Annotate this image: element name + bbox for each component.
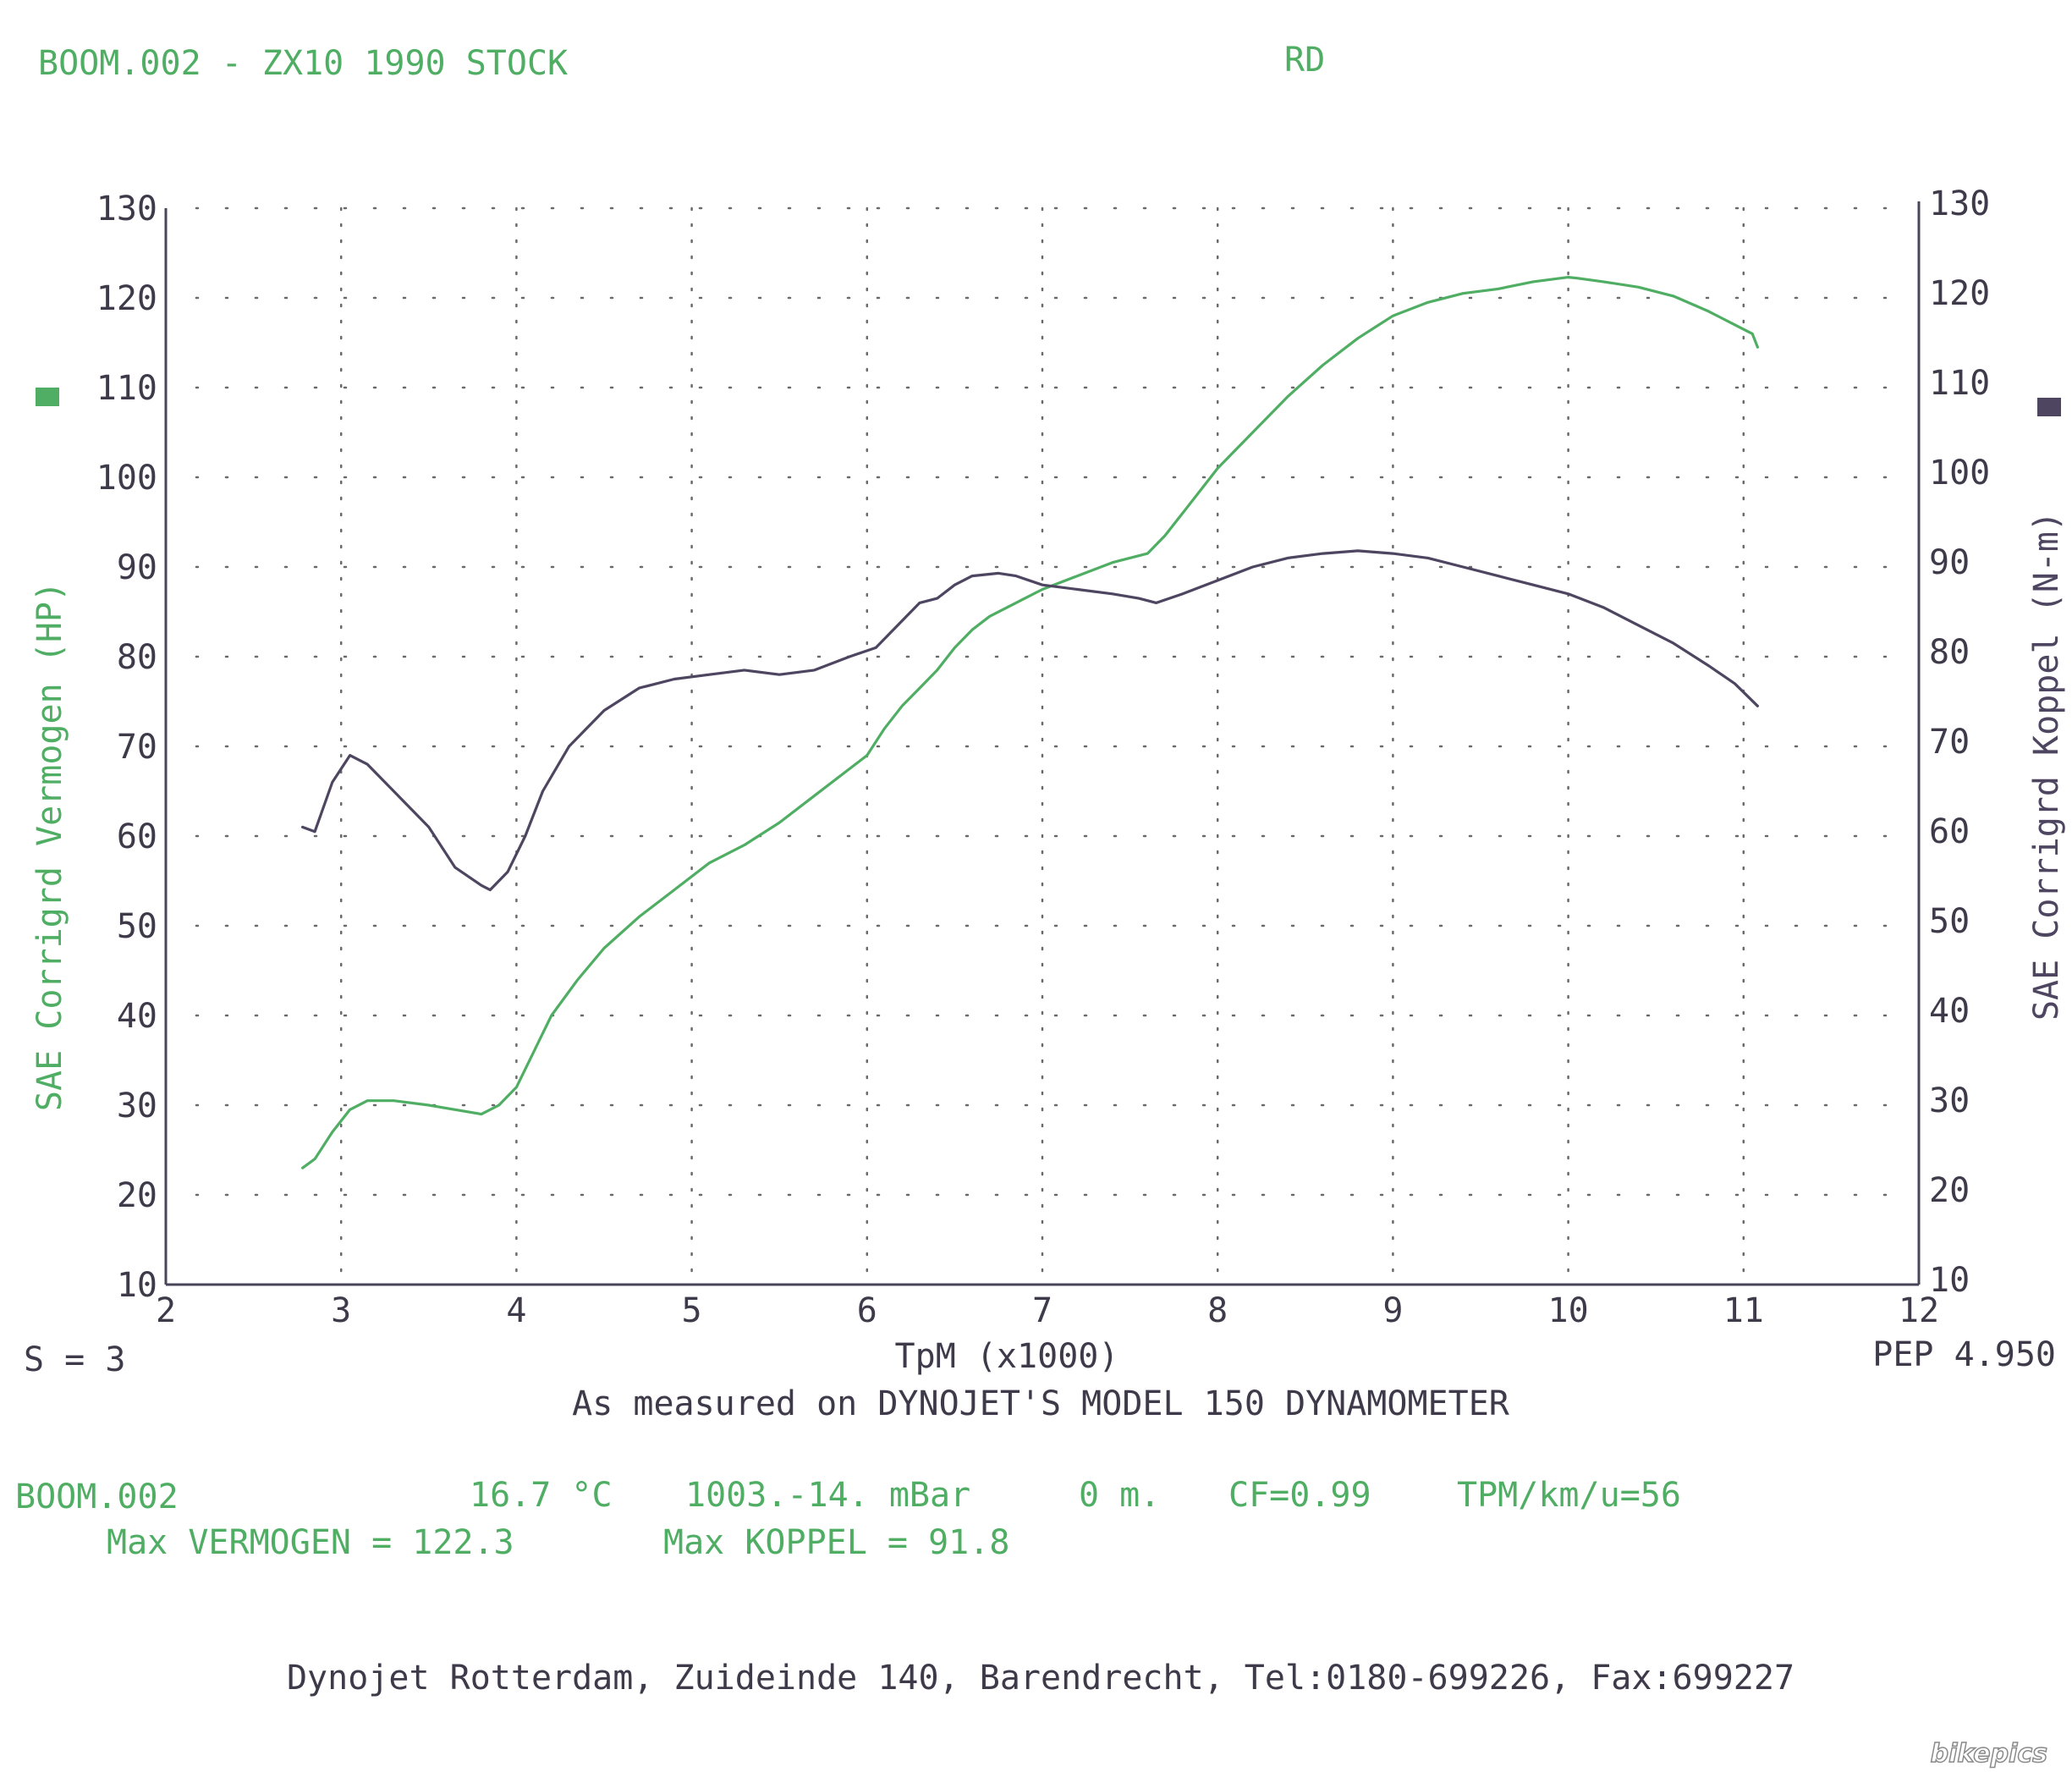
pressure: 1003.-14. mBar bbox=[685, 1476, 970, 1515]
power-curve bbox=[301, 276, 1759, 1169]
run-id: BOOM.002 bbox=[15, 1478, 179, 1516]
smoothing-label: S = 3 bbox=[24, 1340, 125, 1379]
y-tick-right-1: 20 bbox=[1929, 1171, 1970, 1210]
y-tick-left-6: 70 bbox=[117, 728, 157, 767]
y-tick-right-2: 30 bbox=[1929, 1081, 1970, 1120]
y-tick-right-3: 40 bbox=[1929, 992, 1970, 1031]
y-axis-left-title: SAE Corrigrd Vermogen (HP) bbox=[30, 581, 69, 1111]
y-axis-right-title: SAE Corrigrd Koppel (N-m) bbox=[2027, 511, 2066, 1021]
x-tick-9: 11 bbox=[1723, 1291, 1764, 1330]
y-tick-right-11: 120 bbox=[1929, 274, 1990, 313]
y-tick-right-12: 130 bbox=[1929, 184, 1990, 223]
correction-factor: CF=0.99 bbox=[1228, 1476, 1371, 1515]
x-axis-title: TpM (x1000) bbox=[895, 1337, 1119, 1376]
x-tick-0: 2 bbox=[156, 1291, 176, 1330]
y-tick-right-5: 60 bbox=[1929, 812, 1970, 851]
grid bbox=[195, 206, 1912, 1286]
address-line: Dynojet Rotterdam, Zuideinde 140, Barend… bbox=[287, 1659, 1794, 1698]
x-tick-4: 6 bbox=[857, 1291, 877, 1330]
x-tick-5: 7 bbox=[1032, 1291, 1052, 1330]
power-legend-marker bbox=[36, 388, 59, 406]
y-tick-left-10: 110 bbox=[96, 369, 157, 408]
altitude: 0 m. bbox=[1079, 1476, 1160, 1515]
y-tick-left-11: 120 bbox=[96, 279, 157, 318]
y-tick-left-8: 90 bbox=[117, 548, 157, 587]
chart-code: RD bbox=[1284, 41, 1325, 80]
y-tick-right-7: 80 bbox=[1929, 633, 1970, 672]
torque-legend-marker bbox=[2037, 398, 2061, 416]
temperature: 16.7 °C bbox=[470, 1476, 613, 1515]
max-power: Max VERMOGEN = 122.3 bbox=[107, 1523, 514, 1562]
measured-note: As measured on DYNOJET'S MODEL 150 DYNAM… bbox=[572, 1384, 1510, 1423]
y-tick-left-4: 50 bbox=[117, 907, 157, 946]
x-tick-10: 12 bbox=[1899, 1291, 1939, 1330]
watermark: bikepics bbox=[1931, 1739, 2047, 1769]
y-tick-right-8: 90 bbox=[1929, 543, 1970, 582]
y-tick-left-3: 40 bbox=[117, 997, 157, 1036]
x-tick-7: 9 bbox=[1382, 1291, 1403, 1330]
y-tick-left-9: 100 bbox=[96, 459, 157, 498]
torque-curve bbox=[301, 549, 1759, 892]
x-tick-2: 4 bbox=[506, 1291, 526, 1330]
y-tick-right-0: 10 bbox=[1929, 1261, 1970, 1300]
y-tick-right-10: 110 bbox=[1929, 364, 1990, 403]
series-layer bbox=[301, 276, 1759, 1169]
pep-label: PEP 4.950 bbox=[1872, 1335, 2056, 1374]
y-tick-left-5: 60 bbox=[117, 817, 157, 856]
y-tick-right-9: 100 bbox=[1929, 454, 1990, 493]
max-torque: Max KOPPEL = 91.8 bbox=[663, 1523, 1009, 1562]
axes bbox=[164, 201, 1921, 1286]
x-tick-3: 5 bbox=[682, 1291, 702, 1330]
y-tick-right-6: 70 bbox=[1929, 723, 1970, 762]
x-tick-8: 10 bbox=[1548, 1291, 1589, 1330]
tpm-ratio: TPM/km/u=56 bbox=[1457, 1476, 1681, 1515]
y-tick-right-4: 50 bbox=[1929, 902, 1970, 941]
x-tick-1: 3 bbox=[331, 1291, 351, 1330]
x-tick-labels: 2 3 4 5 6 7 8 9 10 11 12 bbox=[156, 1291, 1939, 1330]
y-tick-labels-left: 10 20 30 40 50 60 70 80 90 100 110 120 130 bbox=[96, 190, 157, 1305]
y-tick-left-12: 130 bbox=[96, 190, 157, 228]
chart-title: BOOM.002 - ZX10 1990 STOCK bbox=[38, 44, 568, 83]
y-tick-left-7: 80 bbox=[117, 638, 157, 677]
y-tick-left-0: 10 bbox=[117, 1266, 157, 1305]
y-tick-left-2: 30 bbox=[117, 1087, 157, 1125]
x-tick-6: 8 bbox=[1207, 1291, 1228, 1330]
y-tick-labels-right: 10 20 30 40 50 60 70 80 90 100 110 120 130 bbox=[1929, 184, 1990, 1300]
y-tick-left-1: 20 bbox=[117, 1176, 157, 1215]
